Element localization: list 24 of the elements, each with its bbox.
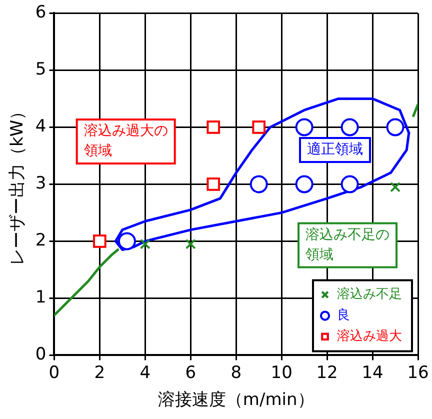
x-axis-title: 溶接速度（m/min） [158,390,314,410]
y-tick-label: 3 [35,174,46,194]
annotation: 適正領域 [307,142,364,158]
y-tick-label: 4 [35,116,46,137]
x-tick-label: 2 [94,362,106,383]
x-tick-label: 12 [316,362,338,383]
x-tick-label: 0 [48,362,60,383]
legend-label: 溶込み過大 [337,328,402,344]
annotation: 溶込み過大の領域 [84,123,168,160]
annotation: 溶込み不足の領域 [306,226,390,263]
legend-label: 良 [337,308,350,324]
x-tick-label: 6 [185,362,196,383]
y-tick-label: 0 [35,344,46,365]
y-axis-title: レーザー出力（kW） [8,102,28,266]
y-tick-label: 6 [35,2,46,23]
x-tick-label: 8 [230,362,242,383]
x-tick-label: 16 [407,362,429,383]
x-tick-label: 14 [362,362,384,383]
y-tick-label: 2 [35,230,46,251]
y-tick-label: 1 [35,288,46,308]
x-tick-label: 10 [270,362,292,383]
legend-label: 溶込み不足 [337,286,402,302]
x-tick-label: 4 [140,362,151,383]
y-tick-label: 5 [35,60,46,80]
